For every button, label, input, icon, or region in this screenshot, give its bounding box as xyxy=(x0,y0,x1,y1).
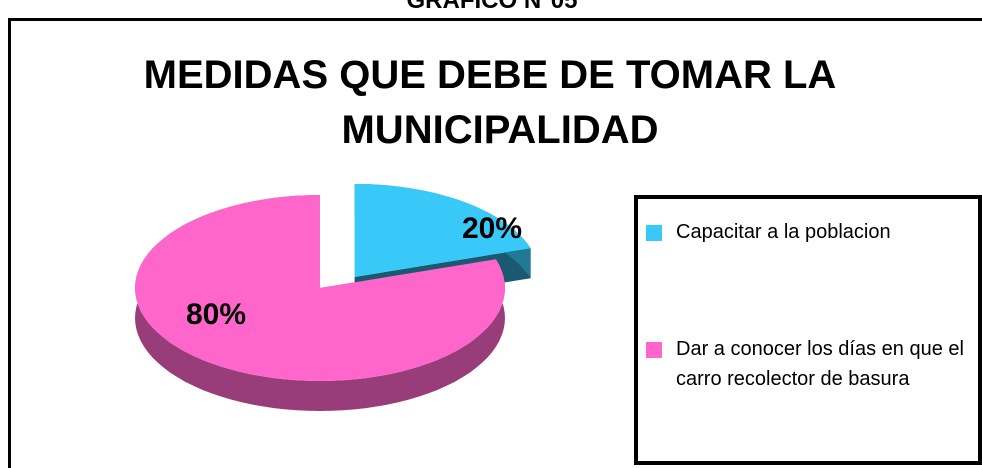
header: GRAFICO N°05 xyxy=(407,0,578,14)
pie xyxy=(135,184,531,411)
legend-label: Dar a conocer los días en que el carro r… xyxy=(676,338,964,390)
slice-top xyxy=(135,195,505,381)
chart-title: MEDIDAS QUE DEBE DE TOMAR LA xyxy=(144,53,837,97)
slice-top xyxy=(354,184,531,277)
frame xyxy=(8,18,982,468)
legend-swatch xyxy=(646,225,662,241)
legend-entry: Capacitar a la poblacion xyxy=(646,217,982,247)
data-label: 20% xyxy=(462,212,522,245)
legend-entry: Dar a conocer los días en que el carro r… xyxy=(646,334,982,394)
legend: Capacitar a la poblacion Dar a conocer lo… xyxy=(634,195,982,465)
legend-label: Capacitar a la poblacion xyxy=(676,221,891,243)
data-label: 80% xyxy=(186,298,246,331)
legend-swatch xyxy=(646,342,662,358)
chart-title: MUNICIPALIDAD xyxy=(341,108,658,152)
